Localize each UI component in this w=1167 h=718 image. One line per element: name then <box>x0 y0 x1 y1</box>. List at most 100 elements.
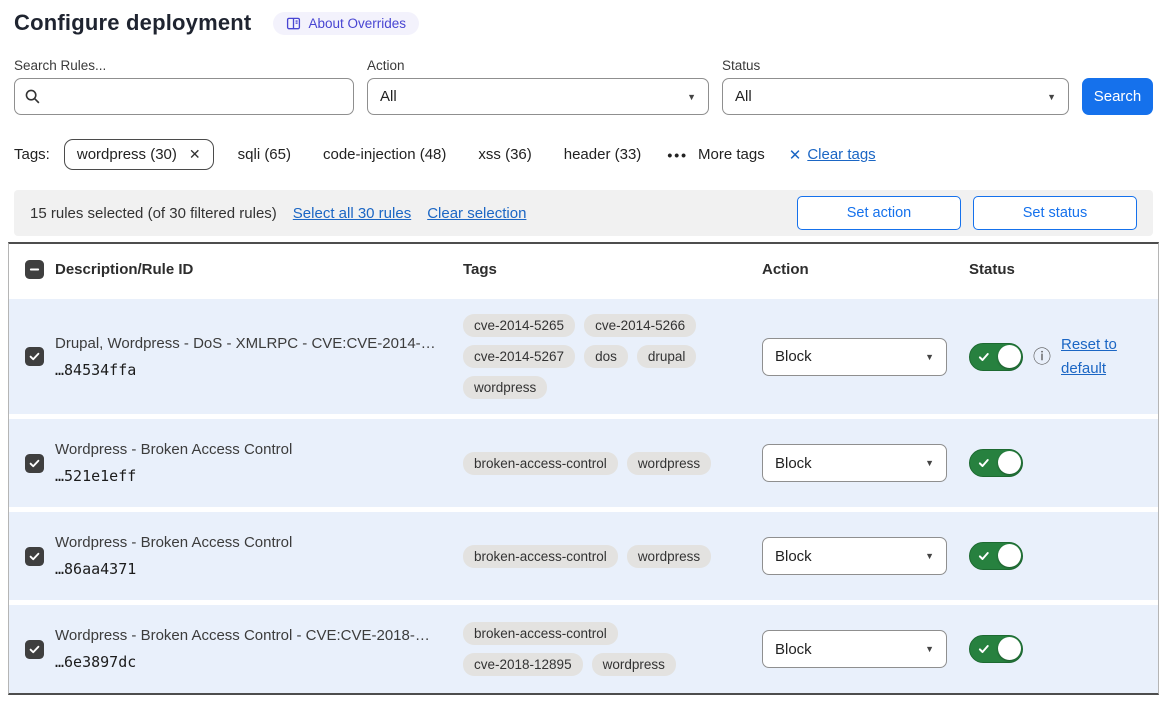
set-action-button[interactable]: Set action <box>797 196 961 230</box>
status-toggle[interactable] <box>969 342 1023 371</box>
clear-tags-link[interactable]: ✕ Clear tags <box>789 146 876 164</box>
row-tags: broken-access-control cve-2018-12895 wordp… <box>463 622 725 676</box>
selected-tag-chip-wordpress[interactable]: wordpress (30) ✕ <box>63 139 214 170</box>
status-toggle[interactable] <box>969 635 1023 663</box>
rule-description: Wordpress - Broken Access Control - CVE:… <box>55 627 430 644</box>
tag-pill: wordpress <box>463 376 548 399</box>
tag-pill: cve-2018-12895 <box>463 653 583 676</box>
chevron-down-icon: ▼ <box>925 351 934 362</box>
tag-option-xss[interactable]: xss (36) <box>478 146 532 163</box>
chevron-down-icon: ▼ <box>925 551 934 561</box>
row-tags: broken-access-control wordpress <box>463 451 725 475</box>
toggle-knob <box>997 637 1021 660</box>
book-open-icon <box>286 16 301 31</box>
set-status-button[interactable]: Set status <box>973 196 1137 230</box>
row-action-cell: Block ▼ <box>762 537 969 575</box>
info-icon[interactable]: ⓘ <box>1033 346 1051 367</box>
clear-selection-link[interactable]: Clear selection <box>427 204 527 222</box>
toggle-knob <box>997 451 1021 474</box>
rule-id: …521e1eff <box>55 467 137 485</box>
ellipsis-icon: ••• <box>667 146 689 163</box>
row-action-value: Block <box>775 348 812 365</box>
row-status-cell: ⓘ <box>969 542 1158 570</box>
tag-pill: cve-2014-5267 <box>463 345 576 368</box>
tag-pill: wordpress <box>626 544 712 568</box>
row-action-cell: Block ▼ <box>762 337 969 376</box>
tag-option-code-injection[interactable]: code-injection (48) <box>323 146 447 163</box>
more-tags-label: More tags <box>698 146 765 163</box>
action-filter-select[interactable]: All ▼ <box>367 78 709 115</box>
selection-summary: 15 rules selected (of 30 filtered rules) <box>30 204 277 222</box>
tags-label: Tags: <box>14 146 50 163</box>
toggle-knob <box>997 344 1021 368</box>
rule-id: …6e3897dc <box>55 653 137 671</box>
rules-table: Description/Rule ID Tags Action Status D… <box>8 242 1159 695</box>
more-tags-button[interactable]: ••• More tags <box>667 146 764 163</box>
row-action-select[interactable]: Block ▼ <box>762 630 947 668</box>
chevron-down-icon: ▼ <box>925 644 934 654</box>
tag-pill: drupal <box>636 345 697 368</box>
search-button[interactable]: Search <box>1082 78 1153 115</box>
row-action-select[interactable]: Block ▼ <box>762 444 947 482</box>
select-all-checkbox[interactable] <box>25 259 44 279</box>
row-status-cell: ⓘ Reset to default <box>969 333 1158 381</box>
column-header-tags: Tags <box>463 260 497 278</box>
selected-tag-label: wordpress (30) <box>76 146 177 163</box>
row-checkbox[interactable] <box>25 639 44 659</box>
search-rules-input[interactable] <box>14 78 354 115</box>
column-header-action: Action <box>762 260 809 278</box>
action-filter-label: Action <box>367 58 405 73</box>
table-row: Wordpress - Broken Access Control …86aa4… <box>9 512 1158 600</box>
rule-description: Wordpress - Broken Access Control <box>55 441 293 458</box>
tag-pill: broken-access-control <box>463 451 618 475</box>
tag-option-header[interactable]: header (33) <box>563 146 642 163</box>
page-title: Configure deployment <box>14 10 252 35</box>
row-description-cell: Wordpress - Broken Access Control …521e1… <box>55 441 463 485</box>
status-toggle[interactable] <box>969 542 1023 570</box>
rule-description: Drupal, Wordpress - DoS - XMLRPC - CVE:C… <box>55 334 436 352</box>
row-action-select[interactable]: Block ▼ <box>762 537 947 575</box>
tag-pill: wordpress <box>591 653 676 676</box>
row-action-cell: Block ▼ <box>762 444 969 482</box>
select-all-link[interactable]: Select all 30 rules <box>292 204 412 222</box>
column-header-status: Status <box>969 260 1015 278</box>
row-description-cell: Wordpress - Broken Access Control …86aa4… <box>55 534 463 578</box>
clear-tags-label: Clear tags <box>807 146 876 163</box>
action-filter-value: All <box>380 88 397 105</box>
row-status-cell: ⓘ <box>969 635 1158 663</box>
table-row: Drupal, Wordpress - DoS - XMLRPC - CVE:C… <box>9 299 1158 414</box>
row-tags: cve-2014-5265 cve-2014-5266 cve-2014-5267 d… <box>463 314 725 399</box>
tag-pill: wordpress <box>626 451 712 475</box>
reset-to-default-link[interactable]: Reset to default <box>1061 335 1117 377</box>
selection-bar: 15 rules selected (of 30 filtered rules)… <box>14 190 1153 236</box>
status-filter-select[interactable]: All ▼ <box>722 78 1069 115</box>
toggle-knob <box>997 544 1021 567</box>
tag-option-sqli[interactable]: sqli (65) <box>237 146 291 163</box>
row-action-value: Block <box>775 547 812 565</box>
row-description-cell: Wordpress - Broken Access Control - CVE:… <box>55 627 463 671</box>
row-action-cell: Block ▼ <box>762 630 969 668</box>
row-status-cell: ⓘ <box>969 449 1158 477</box>
row-tags: broken-access-control wordpress <box>463 544 725 568</box>
table-row: Wordpress - Broken Access Control - CVE:… <box>9 605 1158 693</box>
row-description-cell: Drupal, Wordpress - DoS - XMLRPC - CVE:C… <box>55 335 463 379</box>
row-checkbox[interactable] <box>25 546 44 566</box>
row-checkbox[interactable] <box>25 453 44 473</box>
rule-description: Wordpress - Broken Access Control <box>55 534 293 551</box>
page-header: Configure deployment About Overrides <box>14 10 1153 36</box>
status-filter-value: All <box>735 88 752 105</box>
table-row: Wordpress - Broken Access Control …521e1… <box>9 419 1158 507</box>
row-action-value: Block <box>775 640 812 658</box>
tags-bar: Tags: wordpress (30) ✕ sqli (65) code-in… <box>14 139 1153 170</box>
status-filter-label: Status <box>722 58 761 73</box>
remove-tag-icon[interactable]: ✕ <box>188 146 201 162</box>
chevron-down-icon: ▼ <box>687 91 696 102</box>
chevron-down-icon: ▼ <box>925 458 934 468</box>
close-icon: ✕ <box>788 146 802 164</box>
table-body: Drupal, Wordpress - DoS - XMLRPC - CVE:C… <box>9 299 1158 693</box>
row-checkbox[interactable] <box>25 347 44 366</box>
about-overrides-badge[interactable]: About Overrides <box>273 11 419 35</box>
status-toggle[interactable] <box>969 449 1023 477</box>
row-action-select[interactable]: Block ▼ <box>762 337 947 376</box>
tag-pill: cve-2014-5266 <box>584 314 697 337</box>
